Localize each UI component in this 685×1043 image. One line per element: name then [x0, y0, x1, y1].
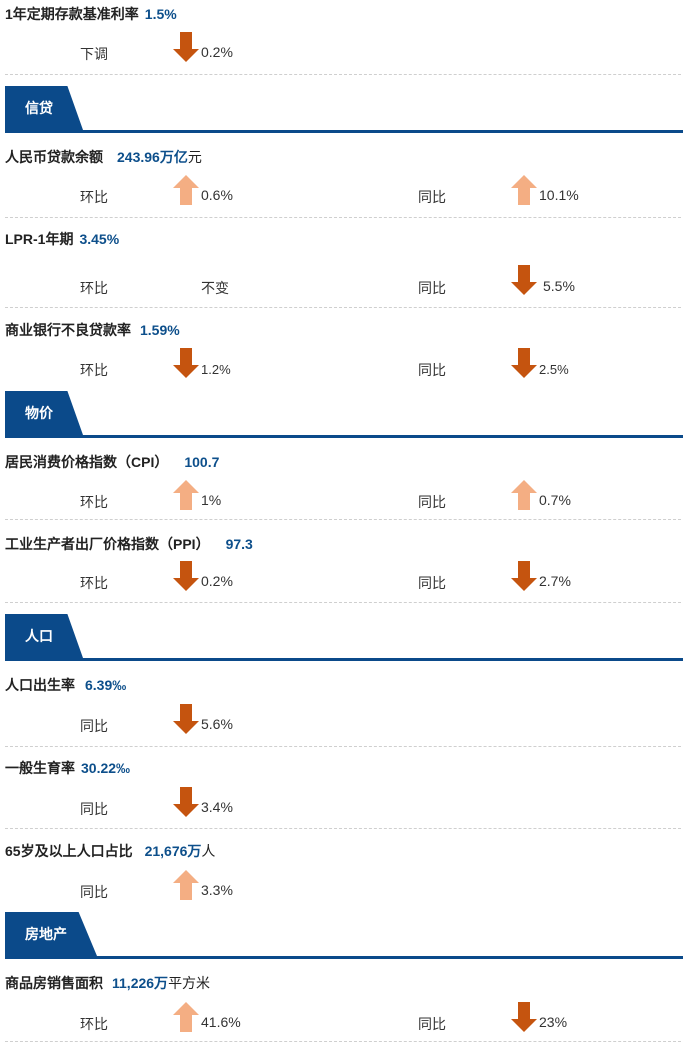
mom-label: 环比 — [80, 1016, 108, 1032]
yoy-value: 23% — [539, 1014, 568, 1030]
fertility-rate-value: 30.22‰ — [81, 760, 131, 776]
rmb-loans-value: 243.96万亿 — [117, 149, 188, 165]
birth-rate-title: 人口出生率 6.39‰ — [5, 677, 127, 693]
housing-sales-title: 商品房销售面积 11,226万平方米 — [5, 975, 211, 991]
mom-label: 环比 — [80, 362, 108, 378]
divider — [5, 519, 681, 520]
mom-label: 环比 — [80, 575, 108, 591]
yoy-label: 同比 — [418, 494, 446, 510]
arrow-down-icon — [173, 348, 199, 378]
arrow-down-icon — [511, 561, 537, 591]
yoy-value: 10.1% — [539, 187, 579, 203]
lpr-title: LPR-1年期 3.45% — [5, 231, 120, 247]
cpi-value: 100.7 — [184, 454, 220, 470]
arrow-down-icon — [511, 265, 537, 295]
arrow-up-icon — [173, 480, 199, 510]
arrow-up-icon — [173, 1002, 199, 1032]
arrow-up-icon — [173, 175, 199, 205]
ppi-value: 97.3 — [225, 536, 253, 552]
section-header-realestate: 房地产 — [5, 912, 683, 959]
divider — [5, 1041, 681, 1042]
yoy-value: 0.7% — [539, 492, 571, 508]
section-title: 人口 — [25, 628, 53, 644]
divider — [5, 217, 681, 218]
yoy-value: 2.5% — [539, 362, 569, 377]
deposit-rate-value: 1.5% — [144, 6, 177, 22]
section-title: 信贷 — [25, 100, 53, 116]
mom-value: 41.6% — [201, 1014, 241, 1030]
divider — [5, 828, 681, 829]
cpi-title: 居民消费价格指数（CPI） 100.7 — [5, 454, 220, 470]
mom-value: 0.6% — [201, 187, 233, 203]
npl-title: 商业银行不良贷款率 1.59% — [5, 322, 180, 338]
arrow-up-icon — [173, 870, 199, 900]
arrow-down-icon — [173, 704, 199, 734]
mom-value: 0.2% — [201, 573, 233, 589]
ppi-title: 工业生产者出厂价格指数（PPI） 97.3 — [5, 536, 253, 552]
arrow-up-icon — [511, 480, 537, 510]
mom-label: 环比 — [80, 280, 108, 296]
mom-label: 环比 — [80, 494, 108, 510]
arrow-up-icon — [511, 175, 537, 205]
deposit-adj-value: 0.2% — [201, 44, 233, 60]
section-header-population: 人口 — [5, 614, 683, 661]
mom-label: 环比 — [80, 189, 108, 205]
divider — [5, 746, 681, 747]
section-title: 房地产 — [25, 926, 67, 942]
section-title: 物价 — [25, 405, 53, 421]
arrow-down-icon — [173, 32, 199, 62]
section-header-credit: 信贷 — [5, 86, 683, 133]
section-header-price: 物价 — [5, 391, 683, 438]
yoy-label: 同比 — [418, 362, 446, 378]
arrow-down-icon — [511, 1002, 537, 1032]
birth-rate-value: 6.39‰ — [85, 677, 127, 693]
mom-value: 1% — [201, 492, 222, 508]
divider — [5, 307, 681, 308]
yoy-value: 2.7% — [539, 573, 571, 589]
yoy-label: 同比 — [418, 189, 446, 205]
housing-sales-value: 11,226万 — [112, 975, 169, 991]
mom-value: 1.2% — [201, 362, 231, 377]
rmb-loans-title: 人民币贷款余额 243.96万亿元 — [5, 149, 202, 165]
deposit-adj-label: 下调 — [80, 46, 108, 62]
deposit-rate-title: 1年定期存款基准利率 1.5% — [5, 6, 177, 22]
lpr-value: 3.45% — [79, 231, 120, 247]
elderly-population-title: 65岁及以上人口占比 21,676万人 — [5, 843, 216, 859]
elderly-population-value: 21,676万 — [144, 843, 202, 859]
yoy-label: 同比 — [80, 718, 108, 734]
divider — [5, 74, 681, 75]
yoy-label: 同比 — [418, 575, 446, 591]
divider — [5, 602, 681, 603]
fertility-rate-title: 一般生育率 30.22‰ — [5, 760, 131, 776]
arrow-down-icon — [173, 787, 199, 817]
yoy-label: 同比 — [80, 801, 108, 817]
yoy-value: 5.6% — [201, 716, 233, 732]
yoy-value: 3.4% — [201, 799, 233, 815]
yoy-value: 3.3% — [201, 882, 233, 898]
yoy-label: 同比 — [418, 280, 446, 296]
npl-value: 1.59% — [140, 322, 180, 338]
yoy-label: 同比 — [80, 884, 108, 900]
mom-value: 不变 — [201, 280, 229, 296]
arrow-down-icon — [511, 348, 537, 378]
yoy-value: 5.5% — [543, 278, 575, 294]
yoy-label: 同比 — [418, 1016, 446, 1032]
arrow-down-icon — [173, 561, 199, 591]
